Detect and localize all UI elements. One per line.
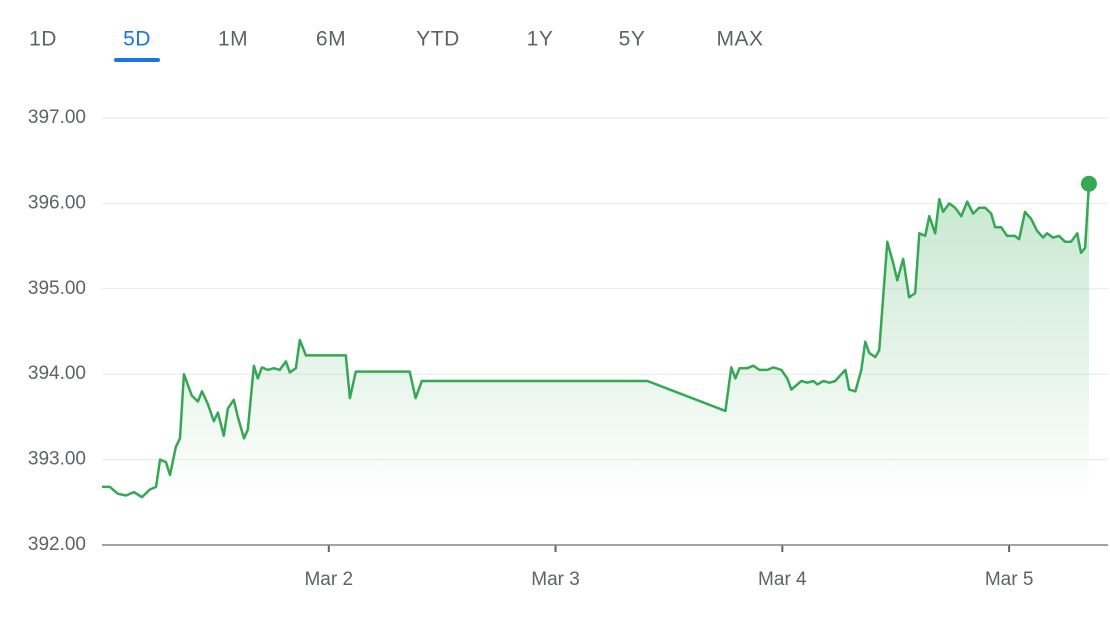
y-tick-label: 392.00 bbox=[28, 534, 86, 555]
time-range-tab[interactable]: 5Y bbox=[619, 28, 646, 51]
active-tab-underline bbox=[114, 58, 160, 62]
price-line bbox=[102, 183, 1091, 499]
y-tick-label: 397.00 bbox=[28, 107, 86, 128]
time-range-tab[interactable]: 1Y bbox=[527, 28, 554, 51]
time-range-tab[interactable]: 1M bbox=[218, 28, 248, 51]
x-tick-label: Mar 3 bbox=[531, 569, 580, 590]
y-tick-label: 393.00 bbox=[28, 449, 86, 470]
x-tick-label: Mar 4 bbox=[758, 569, 807, 590]
time-range-tab[interactable]: 1D bbox=[29, 28, 57, 51]
x-tick-label: Mar 5 bbox=[985, 569, 1034, 590]
y-tick-label: 396.00 bbox=[28, 192, 86, 213]
last-price-dot bbox=[1080, 175, 1097, 192]
price-area bbox=[102, 183, 1089, 501]
time-range-tab[interactable]: 6M bbox=[316, 28, 346, 51]
time-range-tab[interactable]: MAX bbox=[716, 28, 763, 51]
y-tick-label: 394.00 bbox=[28, 363, 86, 384]
y-tick-label: 395.00 bbox=[28, 278, 86, 299]
time-range-tab[interactable]: 5D bbox=[123, 28, 151, 51]
x-tick-label: Mar 2 bbox=[304, 569, 353, 590]
time-range-tab[interactable]: YTD bbox=[416, 28, 460, 51]
